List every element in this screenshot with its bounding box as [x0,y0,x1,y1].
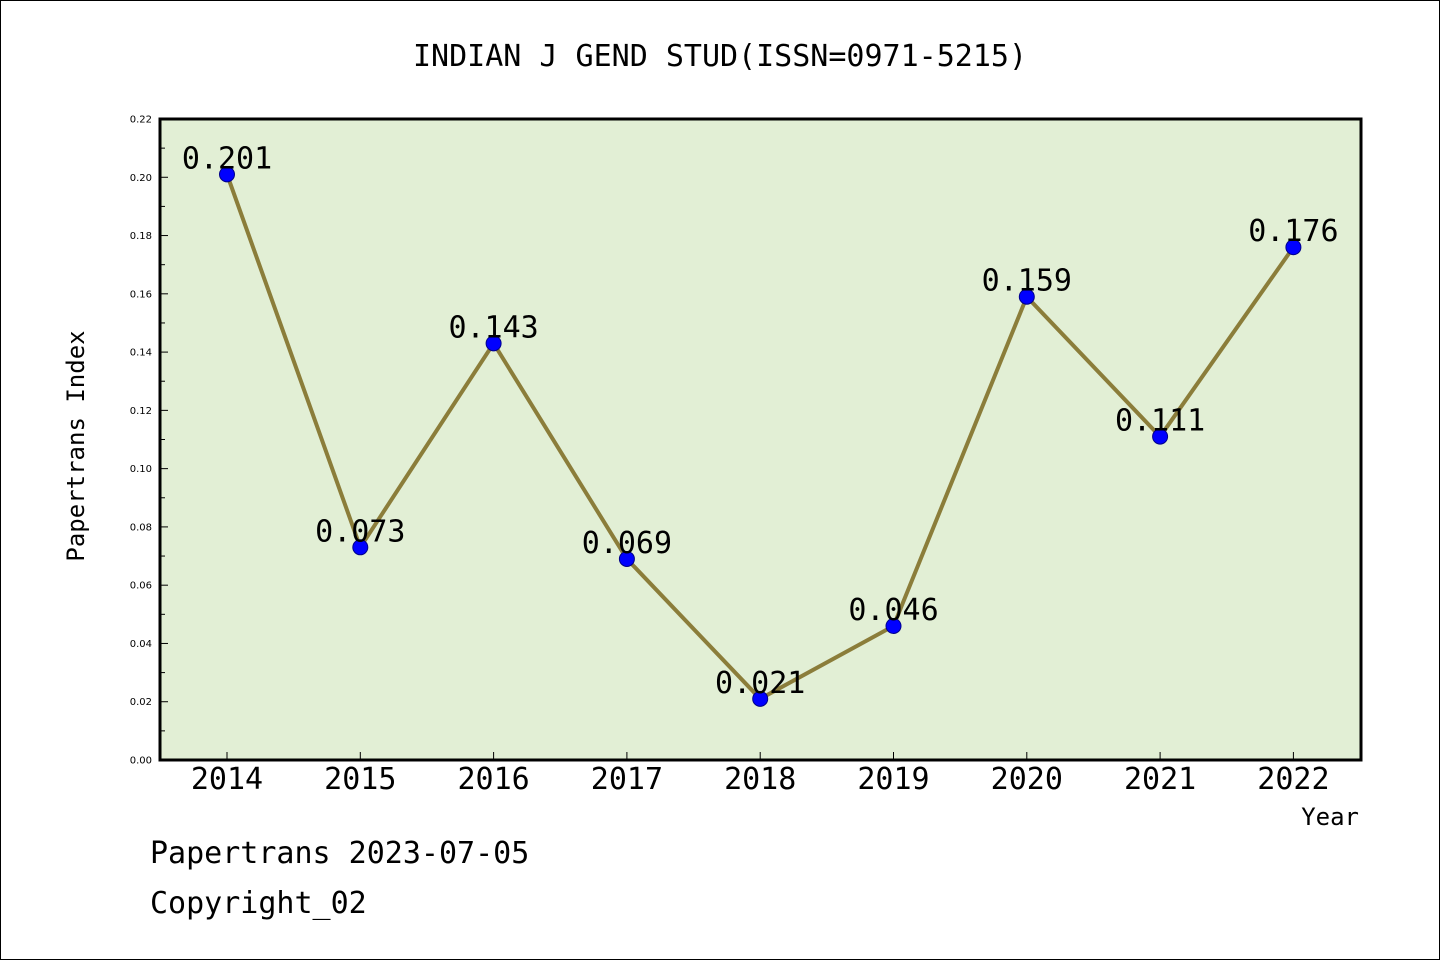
data-label: 0.021 [715,666,805,701]
x-tick-label: 2018 [724,762,796,797]
x-tick-label: 2014 [191,762,263,797]
data-labels: 0.201 0.073 0.143 0.069 0.021 0.046 0.159 0.111… [182,141,1339,700]
y-tick-label: 0.20 [130,173,152,184]
data-label: 0.069 [582,526,672,561]
y-tick-label: 0.18 [130,231,152,242]
y-tick-label: 0.10 [130,464,152,475]
data-point [1018,288,1035,305]
y-tick-label: 0.22 [130,115,152,126]
y-tick-label: 0.00 [130,756,152,767]
x-axis: 2014 2015 2016 2017 2018 2019 2020 2021 2022 [191,752,1330,797]
data-label: 0.159 [982,264,1072,299]
x-tick-label: 2019 [857,762,929,797]
data-label: 0.201 [182,141,272,176]
x-tick-label: 2022 [1257,762,1329,797]
y-tick-label: 0.14 [130,348,152,359]
y-tick-label: 0.02 [130,697,152,708]
y-axis-label: Papertrans Index [62,330,90,561]
data-point [885,617,902,634]
x-tick-label: 2020 [991,762,1063,797]
footer-date: Papertrans 2023-07-05 [150,836,529,871]
x-tick-label: 2021 [1124,762,1196,797]
plot-area [158,117,1363,762]
data-point [219,166,235,183]
y-tick-label: 0.12 [130,406,152,417]
data-label: 0.176 [1248,214,1338,249]
data-point [485,335,502,352]
data-point [618,550,635,567]
series-markers [219,166,1302,707]
x-tick-label: 2017 [591,762,663,797]
data-label: 0.046 [848,593,938,628]
data-point [352,539,369,556]
data-point [1152,428,1169,445]
chart-title: INDIAN J GEND STUD(ISSN=0971-5215) [413,39,1027,74]
x-tick-label: 2016 [457,762,529,797]
y-tick-label: 0.04 [130,639,152,650]
x-tick-label: 2015 [324,762,396,797]
y-tick-label: 0.08 [130,522,152,533]
y-tick-label: 0.06 [130,581,152,592]
data-point [752,690,769,707]
data-label: 0.073 [315,514,405,549]
footer-copyright: Copyright_02 [150,886,367,921]
data-label: 0.111 [1115,404,1205,439]
y-axis: 0.00 0.02 0.04 0.06 0.08 0.10 0.12 0.14 0.16 0.18… [130,115,168,767]
x-axis-label: Year [1301,803,1359,831]
data-label: 0.143 [448,310,538,345]
data-point [1285,239,1302,256]
y-tick-label: 0.16 [130,289,152,300]
